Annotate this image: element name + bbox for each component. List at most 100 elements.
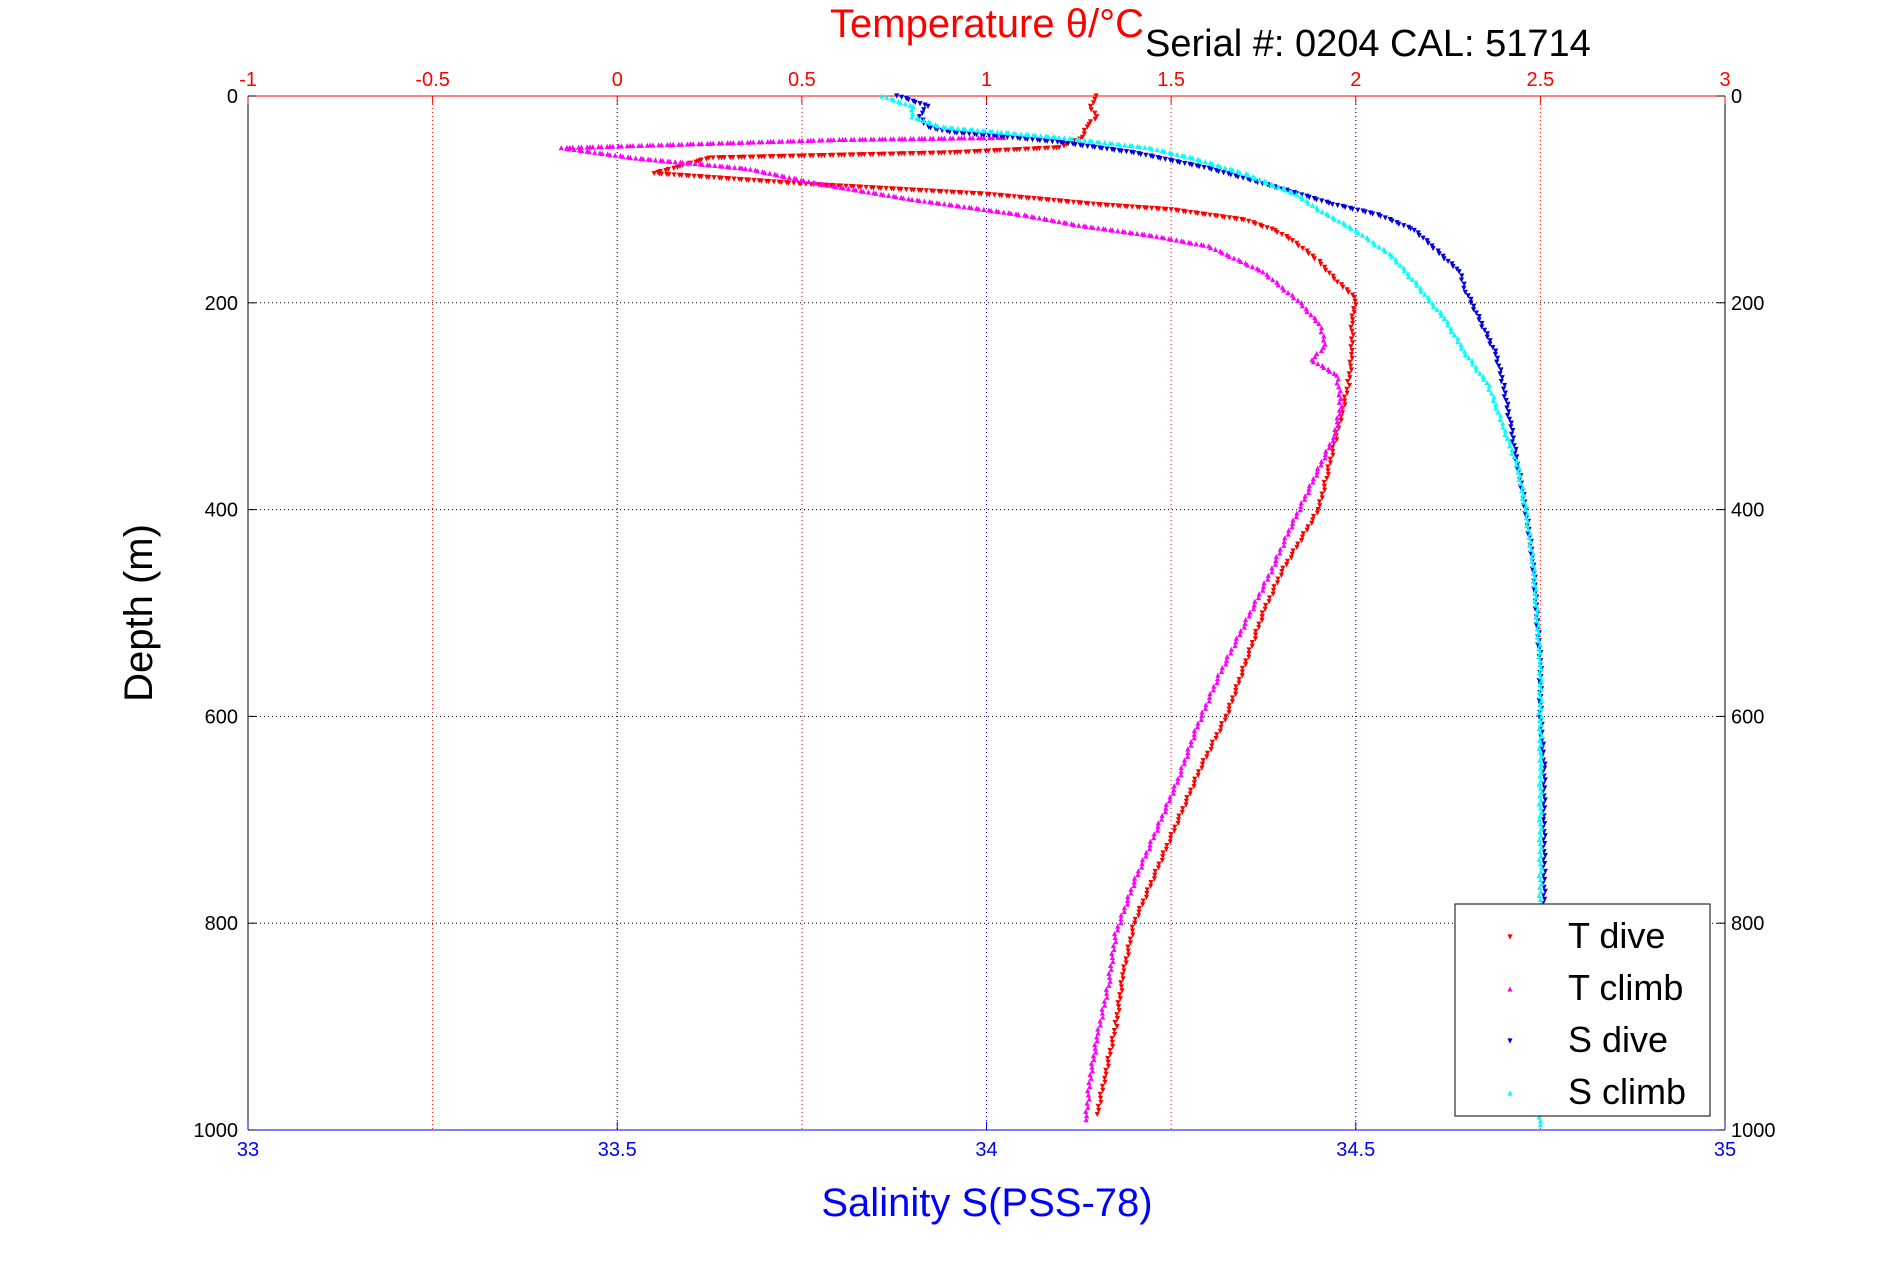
- data-point-t-climb: [1008, 210, 1014, 216]
- data-point-t-climb: [876, 136, 883, 142]
- data-point-t-climb: [1191, 735, 1197, 741]
- data-point-s-dive: [1123, 149, 1130, 155]
- data-point-s-climb: [1509, 450, 1515, 456]
- data-point-s-climb: [1538, 678, 1545, 684]
- data-point-s-climb: [1245, 172, 1251, 178]
- data-point-s-climb: [1524, 510, 1530, 517]
- data-point-t-dive: [736, 154, 742, 161]
- data-point-s-climb: [1418, 288, 1424, 294]
- data-point-t-climb: [1154, 233, 1160, 239]
- data-point-s-dive: [1169, 158, 1176, 164]
- data-point-s-climb: [1480, 373, 1486, 379]
- data-point-s-dive: [1502, 382, 1508, 389]
- data-point-t-dive: [1334, 279, 1340, 285]
- data-point-s-climb: [1538, 713, 1545, 719]
- data-point-s-climb: [1536, 872, 1542, 879]
- data-point-t-climb: [1102, 226, 1109, 232]
- data-point-s-climb: [1252, 175, 1258, 181]
- data-point-t-climb: [739, 165, 745, 171]
- data-point-s-climb: [1521, 499, 1527, 505]
- series-s-climb: [879, 93, 1545, 1128]
- data-point-t-climb: [1322, 341, 1328, 347]
- data-point-s-climb: [1536, 638, 1542, 644]
- data-point-t-dive: [1256, 625, 1262, 631]
- data-point-s-climb: [1365, 237, 1372, 243]
- data-point-s-climb: [909, 114, 915, 120]
- data-point-t-dive: [1195, 210, 1201, 217]
- data-point-t-climb: [1285, 531, 1291, 537]
- data-point-t-climb: [1181, 757, 1188, 763]
- data-point-s-dive: [1535, 642, 1541, 648]
- data-point-t-climb: [1228, 646, 1235, 652]
- data-point-s-dive: [1532, 606, 1538, 612]
- data-point-t-climb: [1318, 325, 1325, 331]
- data-point-t-dive: [1061, 143, 1067, 149]
- data-point-t-climb: [1265, 274, 1271, 280]
- data-point-s-climb: [1414, 282, 1420, 288]
- data-point-s-dive: [1542, 876, 1548, 883]
- data-point-s-climb: [1491, 394, 1497, 400]
- data-point-t-dive: [1319, 491, 1325, 497]
- data-point-t-climb: [1265, 576, 1271, 582]
- data-point-s-dive: [1473, 310, 1479, 316]
- data-point-s-dive: [1092, 144, 1098, 151]
- data-point-t-climb: [1024, 213, 1030, 219]
- data-point-t-dive: [658, 171, 665, 177]
- data-point-s-climb: [1538, 705, 1544, 712]
- data-point-s-climb: [1448, 328, 1454, 335]
- data-point-t-dive: [1331, 276, 1337, 282]
- data-point-t-climb: [1224, 653, 1230, 660]
- data-point-s-climb: [879, 93, 885, 99]
- data-point-s-dive: [1497, 371, 1503, 377]
- data-point-t-dive: [991, 148, 997, 154]
- data-point-s-climb: [1536, 689, 1542, 696]
- data-point-s-climb: [1389, 253, 1395, 259]
- data-point-t-dive: [1275, 576, 1281, 582]
- data-point-s-climb: [1534, 610, 1540, 616]
- data-point-t-dive: [1327, 456, 1333, 462]
- data-point-s-dive: [1362, 209, 1368, 215]
- data-point-t-dive: [1346, 382, 1353, 389]
- data-point-s-climb: [1538, 777, 1544, 783]
- data-point-t-climb: [1141, 231, 1147, 238]
- data-point-t-dive: [1107, 1047, 1113, 1054]
- data-point-t-climb: [816, 137, 822, 143]
- data-point-s-dive: [1377, 213, 1383, 220]
- data-point-s-climb: [1538, 809, 1545, 815]
- data-point-t-climb: [1101, 998, 1107, 1004]
- data-point-s-climb: [1089, 138, 1095, 144]
- data-point-t-dive: [758, 178, 764, 184]
- data-point-t-climb: [1106, 982, 1112, 988]
- data-point-t-dive: [1324, 475, 1330, 482]
- data-point-t-dive: [1349, 317, 1356, 323]
- data-point-t-dive: [703, 156, 710, 162]
- data-point-s-climb: [1537, 650, 1543, 656]
- data-point-t-climb: [1214, 676, 1221, 682]
- data-point-t-dive: [1327, 460, 1334, 466]
- data-point-s-climb: [1137, 144, 1143, 150]
- data-point-t-dive: [1239, 669, 1245, 675]
- data-point-t-climb: [1110, 942, 1117, 949]
- data-point-t-climb: [1161, 235, 1167, 241]
- data-point-s-climb: [1282, 187, 1288, 193]
- data-point-t-dive: [1243, 658, 1249, 664]
- data-point-t-climb: [1233, 635, 1239, 641]
- data-point-s-climb: [1530, 570, 1536, 576]
- data-point-t-dive: [1121, 968, 1127, 974]
- data-point-t-climb: [1277, 546, 1283, 552]
- data-point-t-climb: [885, 192, 892, 198]
- data-point-t-climb: [756, 139, 762, 145]
- data-point-t-climb: [1321, 333, 1327, 339]
- data-point-t-dive: [1316, 499, 1323, 505]
- data-point-s-climb: [998, 129, 1004, 135]
- data-point-s-dive: [1240, 175, 1246, 181]
- data-point-t-climb: [1265, 572, 1271, 578]
- data-point-t-dive: [1123, 960, 1129, 966]
- data-point-t-climb: [1251, 602, 1257, 608]
- data-point-t-climb: [880, 192, 886, 198]
- data-point-s-dive: [1196, 164, 1202, 170]
- data-point-s-dive: [1540, 801, 1547, 807]
- data-point-s-dive: [1525, 530, 1531, 537]
- legend-marker: [1507, 1090, 1513, 1096]
- data-point-t-dive: [1121, 964, 1127, 970]
